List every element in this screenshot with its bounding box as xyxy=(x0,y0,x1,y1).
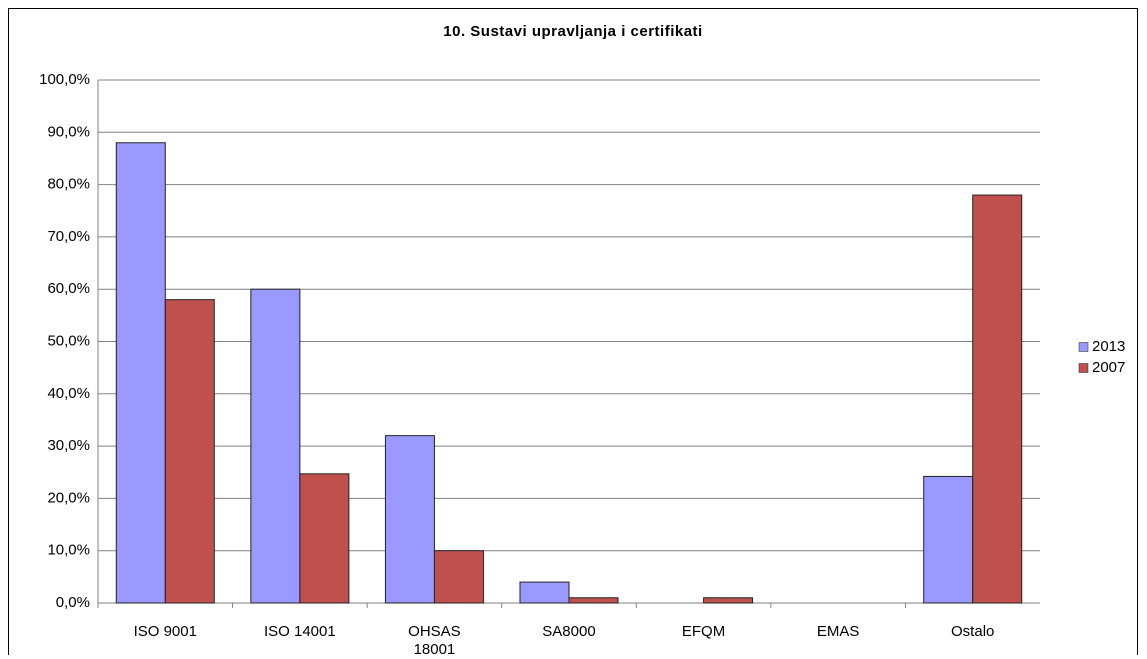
x-tick-label: OHSAS 18001 xyxy=(408,623,461,658)
bar xyxy=(250,288,301,604)
x-tick-label: EFQM xyxy=(681,623,726,640)
y-tick-label: 60,0% xyxy=(47,280,90,297)
legend-label: 2007 xyxy=(1092,359,1125,376)
y-tick-label: 70,0% xyxy=(47,228,90,245)
y-tick-label: 80,0% xyxy=(47,176,90,193)
x-tick-label: ISO 14001 xyxy=(263,623,336,640)
y-tick-label: 40,0% xyxy=(47,385,90,402)
legend-swatch xyxy=(1078,342,1089,352)
chart-frame xyxy=(8,8,1138,655)
x-tick-label: EMAS xyxy=(816,623,860,640)
y-tick-label: 20,0% xyxy=(47,489,90,506)
bar xyxy=(299,473,350,604)
bar xyxy=(972,194,1023,604)
bar xyxy=(923,475,974,604)
bar xyxy=(115,142,166,604)
bar xyxy=(568,597,619,604)
bar xyxy=(433,550,484,604)
legend-label: 2013 xyxy=(1092,338,1125,355)
y-tick-label: 50,0% xyxy=(47,332,90,349)
x-tick-label: Ostalo xyxy=(951,623,995,640)
legend-swatch xyxy=(1078,363,1089,373)
chart-title: 10. Sustavi upravljanja i certifikati xyxy=(443,23,702,40)
y-tick-label: 0,0% xyxy=(56,594,90,611)
bar xyxy=(384,435,435,604)
bar xyxy=(703,597,754,604)
x-tick-label: SA8000 xyxy=(542,623,596,640)
bar xyxy=(164,299,215,604)
y-tick-label: 30,0% xyxy=(47,437,90,454)
bar xyxy=(519,581,570,604)
y-tick-label: 100,0% xyxy=(39,71,90,88)
y-tick-label: 90,0% xyxy=(47,123,90,140)
y-tick-label: 10,0% xyxy=(47,542,90,559)
x-tick-label: ISO 9001 xyxy=(133,623,197,640)
